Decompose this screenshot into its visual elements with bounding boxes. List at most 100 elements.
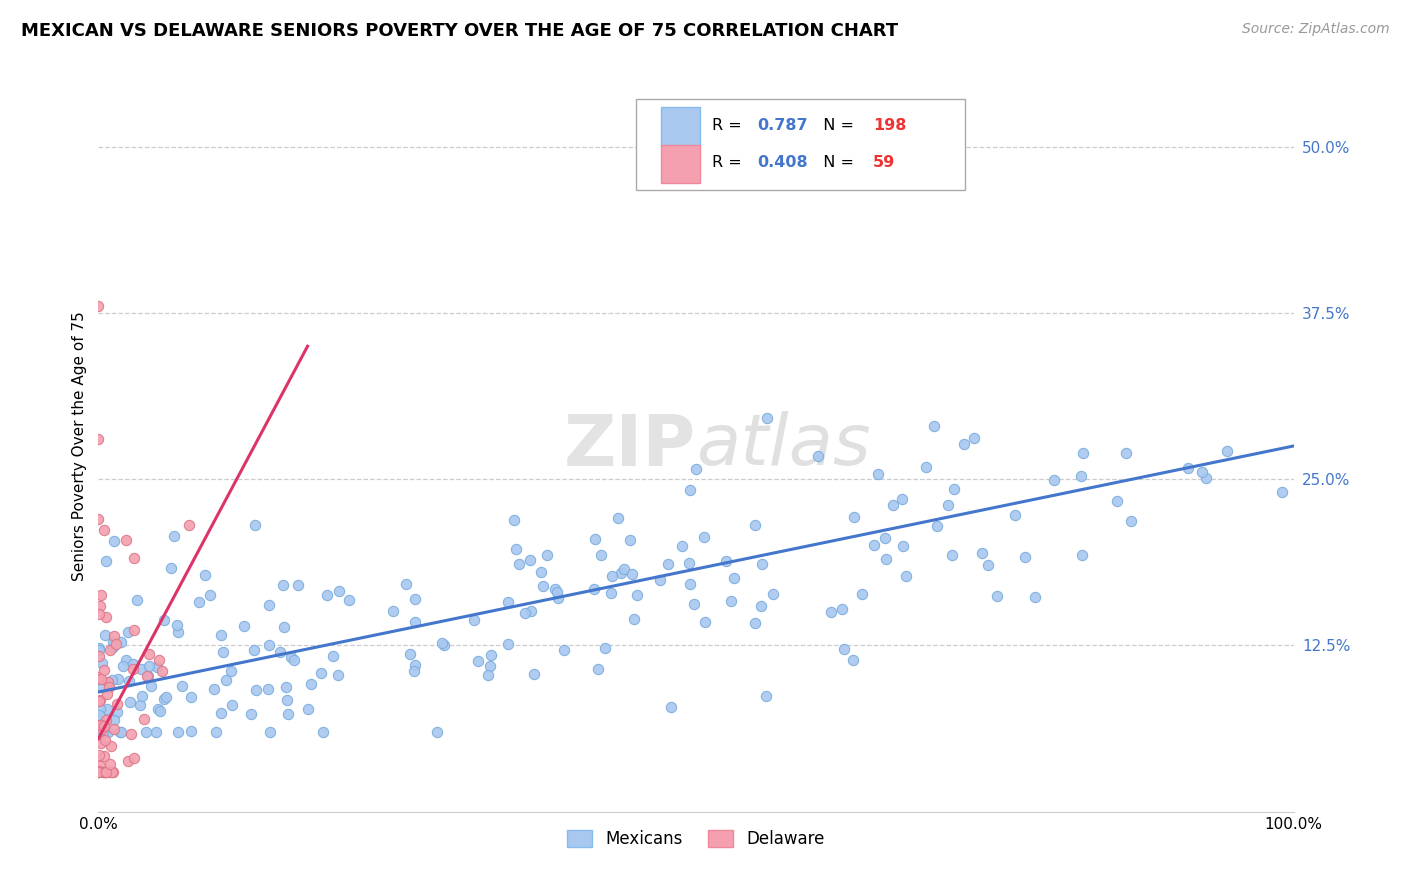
Point (582, 582, 605, 597)
Point (209, 706, 232, 721)
Point (936, 498, 959, 512)
Point (274, 680, 297, 694)
Point (273, 578, 295, 592)
Point (683, 597, 706, 611)
Point (502, 513, 524, 527)
Point (87, 725, 110, 739)
Point (122, 550, 145, 565)
Point (280, 650, 302, 665)
Point (941, 548, 963, 562)
Text: MEXICAN VS DELAWARE SENIORS POVERTY OVER THE AGE OF 75 CORRELATION CHART: MEXICAN VS DELAWARE SENIORS POVERTY OVER… (21, 22, 898, 40)
Point (103, 713, 125, 727)
Point (98, 764, 121, 779)
Point (891, 539, 914, 553)
Point (179, 517, 201, 532)
Point (245, 682, 267, 697)
Text: ZIP: ZIP (564, 411, 696, 481)
Point (91, 722, 114, 736)
Point (97, 675, 120, 690)
Point (963, 431, 986, 445)
Point (180, 690, 202, 704)
Point (90, 718, 112, 732)
Point (588, 662, 610, 676)
Point (544, 582, 567, 596)
Point (1177, 460, 1199, 475)
Point (87, 512, 110, 526)
Point (863, 538, 886, 552)
Point (692, 530, 714, 544)
Point (111, 658, 134, 673)
Point (1216, 444, 1239, 458)
Point (873, 531, 896, 545)
Point (96, 687, 118, 701)
Point (1191, 465, 1213, 479)
Point (583, 533, 606, 547)
Point (221, 698, 243, 712)
Point (103, 722, 125, 736)
Point (536, 549, 558, 563)
Point (496, 637, 519, 651)
Text: atlas: atlas (696, 411, 870, 481)
Point (245, 517, 267, 532)
Point (87, 764, 110, 779)
Point (523, 666, 546, 681)
Point (505, 542, 527, 557)
Point (91, 764, 114, 779)
Point (96, 764, 118, 779)
Point (89, 701, 111, 715)
Text: 0.408: 0.408 (756, 155, 807, 170)
Point (315, 588, 337, 602)
Point (876, 551, 898, 566)
Point (136, 669, 159, 683)
Point (381, 604, 404, 618)
Point (927, 519, 949, 533)
Y-axis label: Seniors Poverty Over the Age of 75: Seniors Poverty Over the Age of 75 (72, 311, 87, 581)
Point (101, 673, 124, 687)
Point (87, 694, 110, 708)
Point (87, 433, 110, 447)
Point (100, 739, 122, 753)
Point (404, 591, 426, 606)
Point (952, 437, 974, 451)
Point (269, 645, 291, 659)
Point (94, 554, 117, 568)
Point (716, 554, 738, 568)
Point (110, 725, 132, 739)
Point (122, 623, 145, 637)
Point (695, 615, 717, 629)
Point (744, 615, 766, 630)
Point (107, 706, 129, 720)
Point (1107, 494, 1129, 508)
Point (136, 669, 159, 683)
Point (135, 725, 157, 739)
Point (531, 578, 554, 592)
Point (104, 637, 127, 651)
Point (87, 764, 110, 779)
Point (1195, 470, 1218, 484)
Text: Source: ZipAtlas.com: Source: ZipAtlas.com (1241, 22, 1389, 37)
Point (679, 483, 702, 497)
Point (761, 587, 783, 601)
Point (93, 764, 115, 779)
Point (93, 628, 115, 642)
Point (891, 491, 914, 506)
Point (283, 653, 305, 667)
Point (166, 617, 188, 632)
Point (98, 642, 121, 657)
Point (101, 640, 124, 654)
Point (309, 666, 332, 681)
Point (101, 764, 124, 779)
Point (312, 725, 335, 739)
Point (93, 749, 115, 764)
Point (602, 569, 624, 583)
Point (87, 707, 110, 722)
Text: R =: R = (711, 119, 747, 133)
Point (610, 566, 633, 581)
Point (204, 725, 226, 739)
Point (122, 662, 145, 676)
Point (87, 643, 110, 657)
FancyBboxPatch shape (661, 145, 700, 183)
Point (90, 672, 112, 686)
Point (553, 642, 575, 657)
Point (93, 663, 115, 677)
